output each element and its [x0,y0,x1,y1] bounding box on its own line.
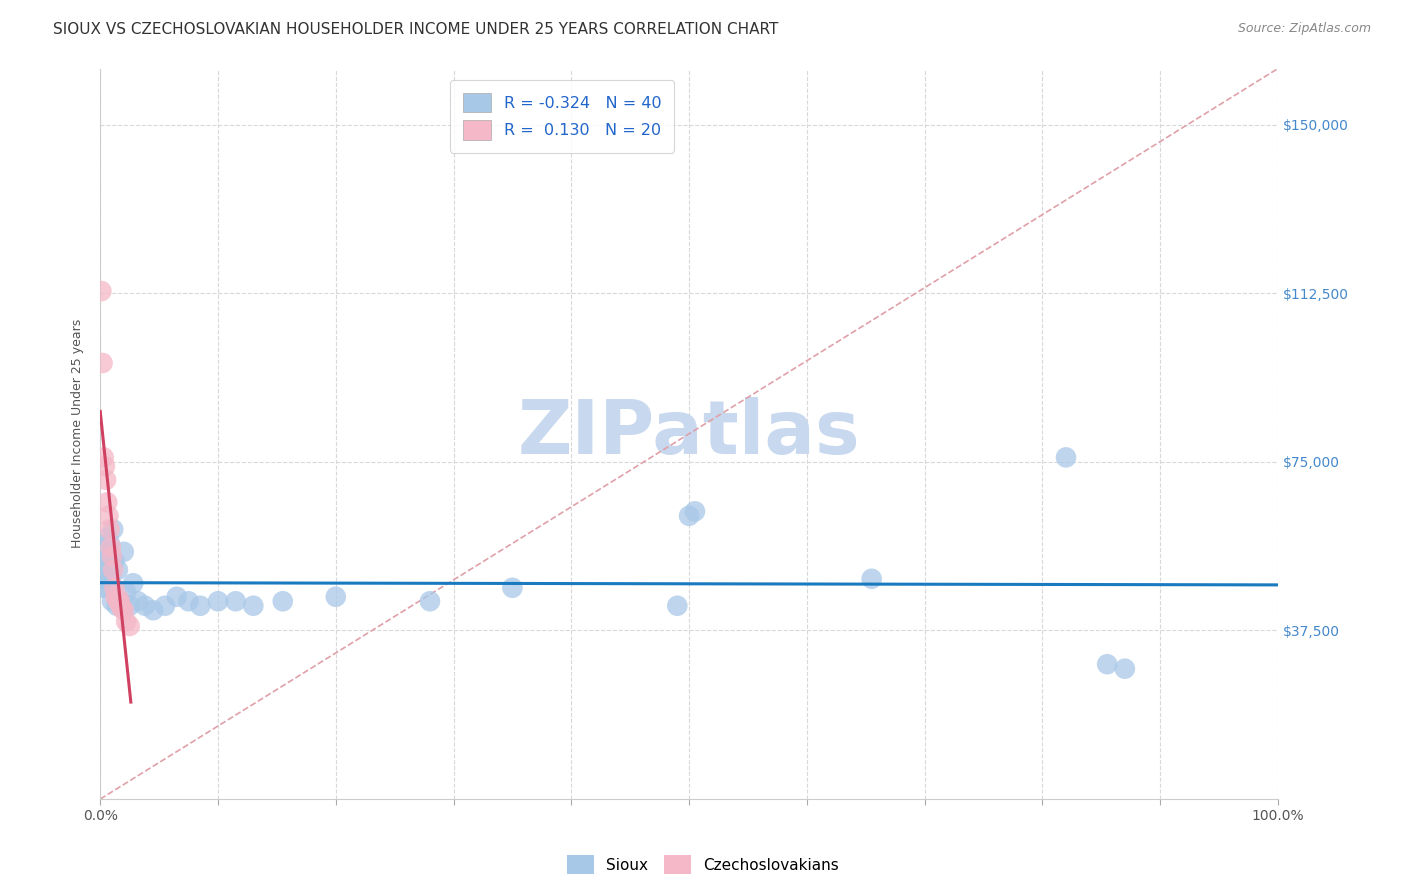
Point [112,545,135,559]
Y-axis label: Householder Income Under 25 years: Householder Income Under 25 years [72,319,84,549]
Text: Source: ZipAtlas.com: Source: ZipAtlas.com [1237,22,1371,36]
Point [103,554,125,568]
Point [501,581,523,595]
Point [94,473,117,487]
Point [188,599,211,613]
Point [127,594,149,608]
Point [104,590,127,604]
Point [94,563,117,577]
Point [101,549,124,564]
Point [101,563,124,577]
Point [207,594,229,608]
Point [683,504,706,518]
Point [108,592,131,607]
Point [860,572,883,586]
Text: ZIPatlas: ZIPatlas [517,397,860,470]
Point [242,599,264,613]
Point [134,599,156,613]
Legend: Sioux, Czechoslovakians: Sioux, Czechoslovakians [561,849,845,880]
Point [101,522,124,536]
Point [225,594,247,608]
Point [115,585,138,599]
Point [100,567,122,582]
Point [142,603,165,617]
Point [103,581,125,595]
Point [118,599,141,613]
Point [107,594,129,608]
Point [110,594,132,608]
Point [419,594,441,608]
Point [110,597,132,611]
Point [93,554,115,568]
Point [666,599,689,613]
Point [107,563,129,577]
Point [1114,662,1136,676]
Point [112,603,135,617]
Point [96,495,118,509]
Point [98,522,121,536]
Point [96,581,118,595]
Point [110,601,132,615]
Point [1095,657,1118,672]
Point [91,572,114,586]
Point [177,594,200,608]
Point [90,284,112,298]
Point [678,508,700,523]
Point [271,594,294,608]
Point [122,576,145,591]
Point [97,549,120,564]
Point [101,594,124,608]
Point [90,581,112,595]
Point [105,599,128,613]
Point [325,590,347,604]
Legend: R = -0.324   N = 40, R =  0.130   N = 20: R = -0.324 N = 40, R = 0.130 N = 20 [450,80,675,153]
Point [115,615,138,629]
Text: SIOUX VS CZECHOSLOVAKIAN HOUSEHOLDER INCOME UNDER 25 YEARS CORRELATION CHART: SIOUX VS CZECHOSLOVAKIAN HOUSEHOLDER INC… [53,22,779,37]
Point [93,450,115,465]
Point [97,508,120,523]
Point [94,531,117,545]
Point [98,536,121,550]
Point [1054,450,1077,465]
Point [100,541,122,555]
Point [91,356,114,370]
Point [94,459,117,474]
Point [153,599,176,613]
Point [166,590,188,604]
Point [118,619,141,633]
